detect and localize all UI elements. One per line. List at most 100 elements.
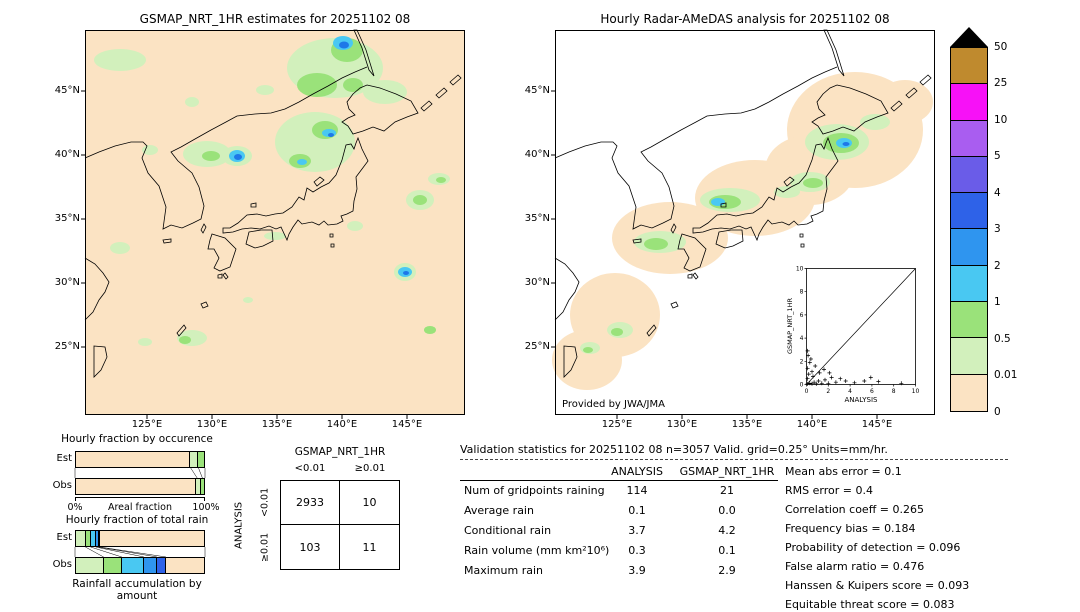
metric-value: 0.476	[892, 560, 925, 573]
y-tick-label: 35°N	[524, 213, 550, 224]
colorbar	[950, 47, 988, 412]
contingency-row-label: ≥0.01	[259, 532, 271, 563]
occurrence-est-bar	[75, 451, 205, 468]
metric-label: Hanssen & Kuipers score	[785, 579, 922, 592]
bar-segment	[196, 479, 202, 494]
metric-eq: =	[912, 541, 929, 554]
colorbar-label: 5	[994, 150, 1001, 162]
x-tick-label: 145°E	[391, 419, 423, 430]
stats-row-label: Rain volume (mm km²10⁶)	[464, 544, 610, 557]
colorbar-label: 4	[994, 187, 1001, 199]
stats-col-header-gsmap: GSMAP_NRT_1HR	[679, 465, 775, 478]
stats-row-label: Num of gridpoints raining	[464, 484, 605, 497]
metric-line: Probability of detection = 0.096	[785, 541, 960, 554]
inset-x-tick: 4	[848, 388, 852, 395]
colorbar-label: 0.01	[994, 369, 1018, 381]
x-tick-label: 130°E	[666, 419, 698, 430]
metric-eq: =	[839, 484, 856, 497]
metric-eq: =	[876, 503, 893, 516]
colorbar-swatch	[951, 338, 987, 375]
inset-scatter: 0 2 4 6 8 10 0 2 4 6 8 10 ANALYSIS GSMAP…	[781, 258, 919, 410]
left-map-tick-marks	[81, 90, 408, 419]
colorbar-swatch	[951, 48, 987, 85]
colorbar-swatch	[951, 84, 987, 121]
axis-tick	[204, 497, 205, 501]
right-map: 0 2 4 6 8 10 0 2 4 6 8 10 ANALYSIS GSMAP…	[551, 29, 935, 419]
contingency-cell: 103	[281, 525, 340, 569]
metric-eq: =	[876, 560, 893, 573]
colorbar-swatch	[951, 302, 987, 339]
bar-segment	[201, 479, 204, 494]
metric-eq: =	[921, 579, 938, 592]
y-tick-label: 40°N	[524, 149, 550, 160]
total-rain-title: Hourly fraction of total rain	[65, 514, 209, 526]
metric-value: 0.265	[892, 503, 925, 516]
axis-tick	[75, 497, 76, 501]
metric-line: Equitable threat score = 0.083	[785, 598, 954, 611]
bar-segment	[99, 531, 101, 546]
metric-value: 0.4	[855, 484, 873, 497]
inset-x-tick: 0	[805, 388, 809, 395]
colorbar-label: 1	[994, 296, 1001, 308]
axis-max-label: 100%	[192, 502, 220, 513]
metric-label: Mean abs error	[785, 465, 869, 478]
metric-eq: =	[868, 465, 885, 478]
y-tick-label: 40°N	[54, 149, 80, 160]
stats-divider	[460, 459, 1008, 460]
right-map-title: Hourly Radar-AMeDAS analysis for 2025110…	[600, 12, 890, 26]
colorbar-label: 0	[994, 406, 1001, 418]
colorbar-swatch	[951, 156, 987, 194]
metric-line: Correlation coeff = 0.265	[785, 503, 924, 516]
right-map-precip-shading	[552, 72, 933, 390]
radar-credit: Provided by JWA/JMA	[562, 399, 665, 410]
contingency-row-label: <0.01	[259, 487, 271, 518]
x-tick-label: 135°E	[261, 419, 293, 430]
x-tick-label: 125°E	[131, 419, 163, 430]
left-map-precip-shading	[94, 36, 450, 346]
colorbar-swatch	[951, 229, 987, 266]
occurrence-title: Hourly fraction by occurence	[61, 433, 213, 445]
y-tick-label: 25°N	[54, 341, 80, 352]
inset-y-tick: 0	[800, 382, 804, 389]
y-tick-label: 25°N	[524, 341, 550, 352]
metric-label: RMS error	[785, 484, 840, 497]
colorbar-swatch	[951, 120, 987, 157]
stats-row-label: Conditional rain	[464, 524, 552, 537]
bar-segment	[156, 558, 166, 573]
stats-value-analysis: 0.1	[628, 504, 646, 517]
contingency-cell: 10	[340, 481, 399, 525]
inset-tick-marks	[804, 268, 916, 387]
validation-stats: Validation statistics for 20251102 08 n=…	[460, 443, 1050, 612]
colorbar-label: 10	[994, 114, 1008, 126]
occurrence-connectors	[74, 467, 206, 479]
y-tick-label: 45°N	[524, 85, 550, 96]
bar-segment	[76, 531, 87, 546]
colorbar-label: 50	[994, 41, 1008, 53]
areal-fraction-axis	[75, 497, 205, 498]
x-tick-label: 130°E	[196, 419, 228, 430]
axis-min-label: 0%	[67, 502, 83, 513]
right-map-tick-marks	[551, 90, 878, 419]
bar-segment	[165, 558, 204, 573]
stats-header-underline	[460, 480, 778, 481]
colorbar-label: 2	[994, 260, 1001, 272]
stats-row-label: Average rain	[464, 504, 534, 517]
total-rain-est-bar	[75, 530, 205, 547]
x-tick-label: 135°E	[731, 419, 763, 430]
metric-eq: =	[906, 598, 923, 611]
x-tick-label: 145°E	[861, 419, 893, 430]
inset-x-tick: 2	[826, 388, 830, 395]
x-tick-label: 140°E	[796, 419, 828, 430]
inset-x-tick: 10	[912, 388, 920, 395]
colorbar-swatch	[951, 193, 987, 230]
metric-label: False alarm ratio	[785, 560, 877, 573]
stats-value-analysis: 0.3	[628, 544, 646, 557]
contingency-cell: 2933	[281, 481, 340, 525]
colorbar-label: 3	[994, 223, 1001, 235]
bar-segment	[104, 558, 123, 573]
stats-value-gsmap: 0.0	[718, 504, 736, 517]
contingency-col-label: <0.01	[294, 463, 326, 474]
metric-label: Frequency bias	[785, 522, 868, 535]
stats-row-label: Maximum rain	[464, 564, 543, 577]
bar-segment	[189, 452, 198, 467]
